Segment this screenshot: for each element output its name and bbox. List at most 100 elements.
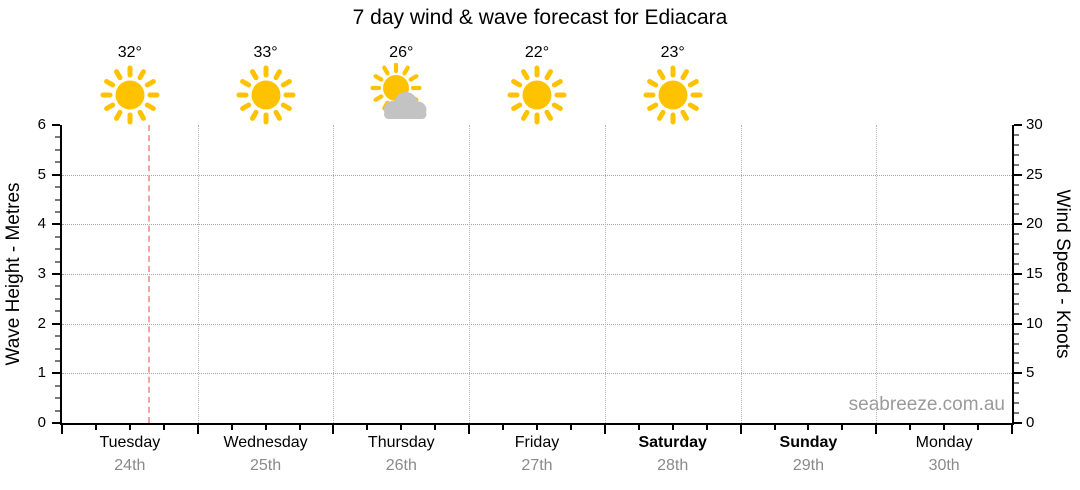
axis-tick: [773, 425, 776, 430]
axis-tick: [1011, 425, 1013, 434]
right-axis-tick-label: 25: [1026, 165, 1043, 183]
axis-tick: [52, 422, 60, 424]
right-axis-tick-label: 10: [1026, 314, 1043, 332]
axis-tick: [1014, 302, 1019, 305]
axis-tick: [1014, 153, 1019, 156]
axis-tick: [94, 425, 97, 430]
axis-tick: [1014, 282, 1019, 285]
axis-tick: [1014, 322, 1022, 325]
axis-tick: [52, 223, 60, 226]
axis-tick: [298, 425, 301, 430]
axis-tick: [1014, 253, 1019, 256]
axis-tick: [977, 425, 980, 430]
axis-tick: [230, 425, 233, 430]
axis-tick: [1014, 392, 1019, 395]
axis-tick: [536, 425, 538, 430]
axis-tick: [1014, 422, 1022, 424]
axis-tick: [1014, 124, 1022, 126]
axis-tick: [569, 425, 572, 430]
gridline-vertical: [469, 125, 471, 423]
gridline-horizontal: [62, 224, 1012, 226]
gridline-horizontal: [62, 274, 1012, 275]
axis-tick: [705, 425, 708, 430]
gridline-vertical: [604, 125, 606, 423]
axis-tick: [61, 425, 63, 434]
day-label: Monday: [915, 434, 973, 451]
axis-tick: [55, 260, 60, 263]
date-label: 30th: [928, 457, 960, 474]
date-label: 24th: [114, 457, 146, 474]
left-axis-tick-label: 6: [37, 116, 46, 133]
temperature-label: 23°: [660, 44, 685, 61]
axis-tick: [1014, 183, 1019, 186]
axis-tick: [1014, 173, 1022, 176]
axis-tick: [1014, 263, 1019, 266]
date-label: 26th: [385, 457, 417, 474]
axis-tick: [366, 425, 369, 430]
axis-tick: [55, 285, 60, 288]
axis-tick: [502, 425, 505, 430]
axis-tick: [1014, 342, 1019, 345]
right-axis-tick-label: 0: [1026, 414, 1035, 431]
gridline-horizontal: [62, 174, 1012, 176]
gridline-vertical: [333, 125, 335, 423]
axis-tick: [55, 335, 60, 338]
axis-tick: [264, 425, 267, 430]
temperature-label: 22°: [524, 44, 550, 61]
axis-tick: [400, 425, 403, 430]
sunny-icon: [234, 63, 298, 127]
date-label: 25th: [249, 457, 282, 474]
sunny-icon: [505, 63, 569, 127]
gridline-vertical: [876, 125, 878, 423]
axis-tick: [1014, 223, 1022, 226]
axis-tick: [52, 124, 60, 126]
axis-tick: [55, 148, 60, 151]
right-axis-tick-label: 5: [1026, 364, 1035, 382]
axis-tick: [55, 359, 60, 362]
temperature-label: 26°: [389, 44, 414, 61]
axis-tick: [943, 425, 946, 430]
left-axis-tick-label: 1: [37, 364, 46, 382]
axis-tick: [1014, 163, 1019, 166]
axis-tick: [55, 198, 60, 201]
sunny-icon: [641, 63, 705, 127]
axis-tick: [875, 425, 878, 434]
axis-tick: [841, 425, 844, 430]
axis-tick: [55, 235, 60, 238]
left-axis-tick-label: 2: [37, 314, 46, 332]
day-label: Thursday: [367, 434, 435, 451]
gridline-horizontal: [62, 373, 1012, 375]
axis-tick: [55, 384, 60, 387]
left-axis-tick-label: 5: [37, 165, 46, 183]
axis-tick: [1014, 402, 1019, 405]
axis-tick: [1014, 213, 1019, 216]
date-label: 29th: [792, 457, 824, 474]
bottom-axis-line: [60, 423, 1014, 425]
axis-tick: [52, 173, 60, 176]
day-label: Tuesday: [99, 434, 161, 451]
axis-tick: [1014, 143, 1019, 146]
axis-tick: [1014, 273, 1022, 275]
axis-tick: [1014, 193, 1019, 196]
chart-title: 7 day wind & wave forecast for Ediacara: [352, 6, 728, 29]
gridline-vertical: [197, 125, 199, 423]
axis-tick: [128, 425, 131, 430]
right-axis-tick-label: 30: [1026, 116, 1043, 133]
day-label: Sunday: [779, 434, 838, 451]
axis-tick: [637, 425, 640, 430]
axis-tick: [52, 273, 60, 275]
day-label: Friday: [514, 434, 560, 451]
left-axis-tick-label: 4: [37, 215, 46, 233]
axis-tick: [55, 297, 60, 300]
axis-tick: [1014, 133, 1019, 136]
axis-tick: [55, 136, 60, 139]
axis-tick: [603, 425, 606, 434]
temperature-label: 33°: [253, 44, 278, 61]
day-label: Saturday: [638, 434, 707, 451]
gridline-horizontal: [62, 323, 1012, 325]
axis-tick: [1014, 243, 1019, 246]
axis-tick: [1014, 362, 1019, 365]
axis-tick: [196, 425, 199, 434]
axis-tick: [52, 322, 60, 325]
